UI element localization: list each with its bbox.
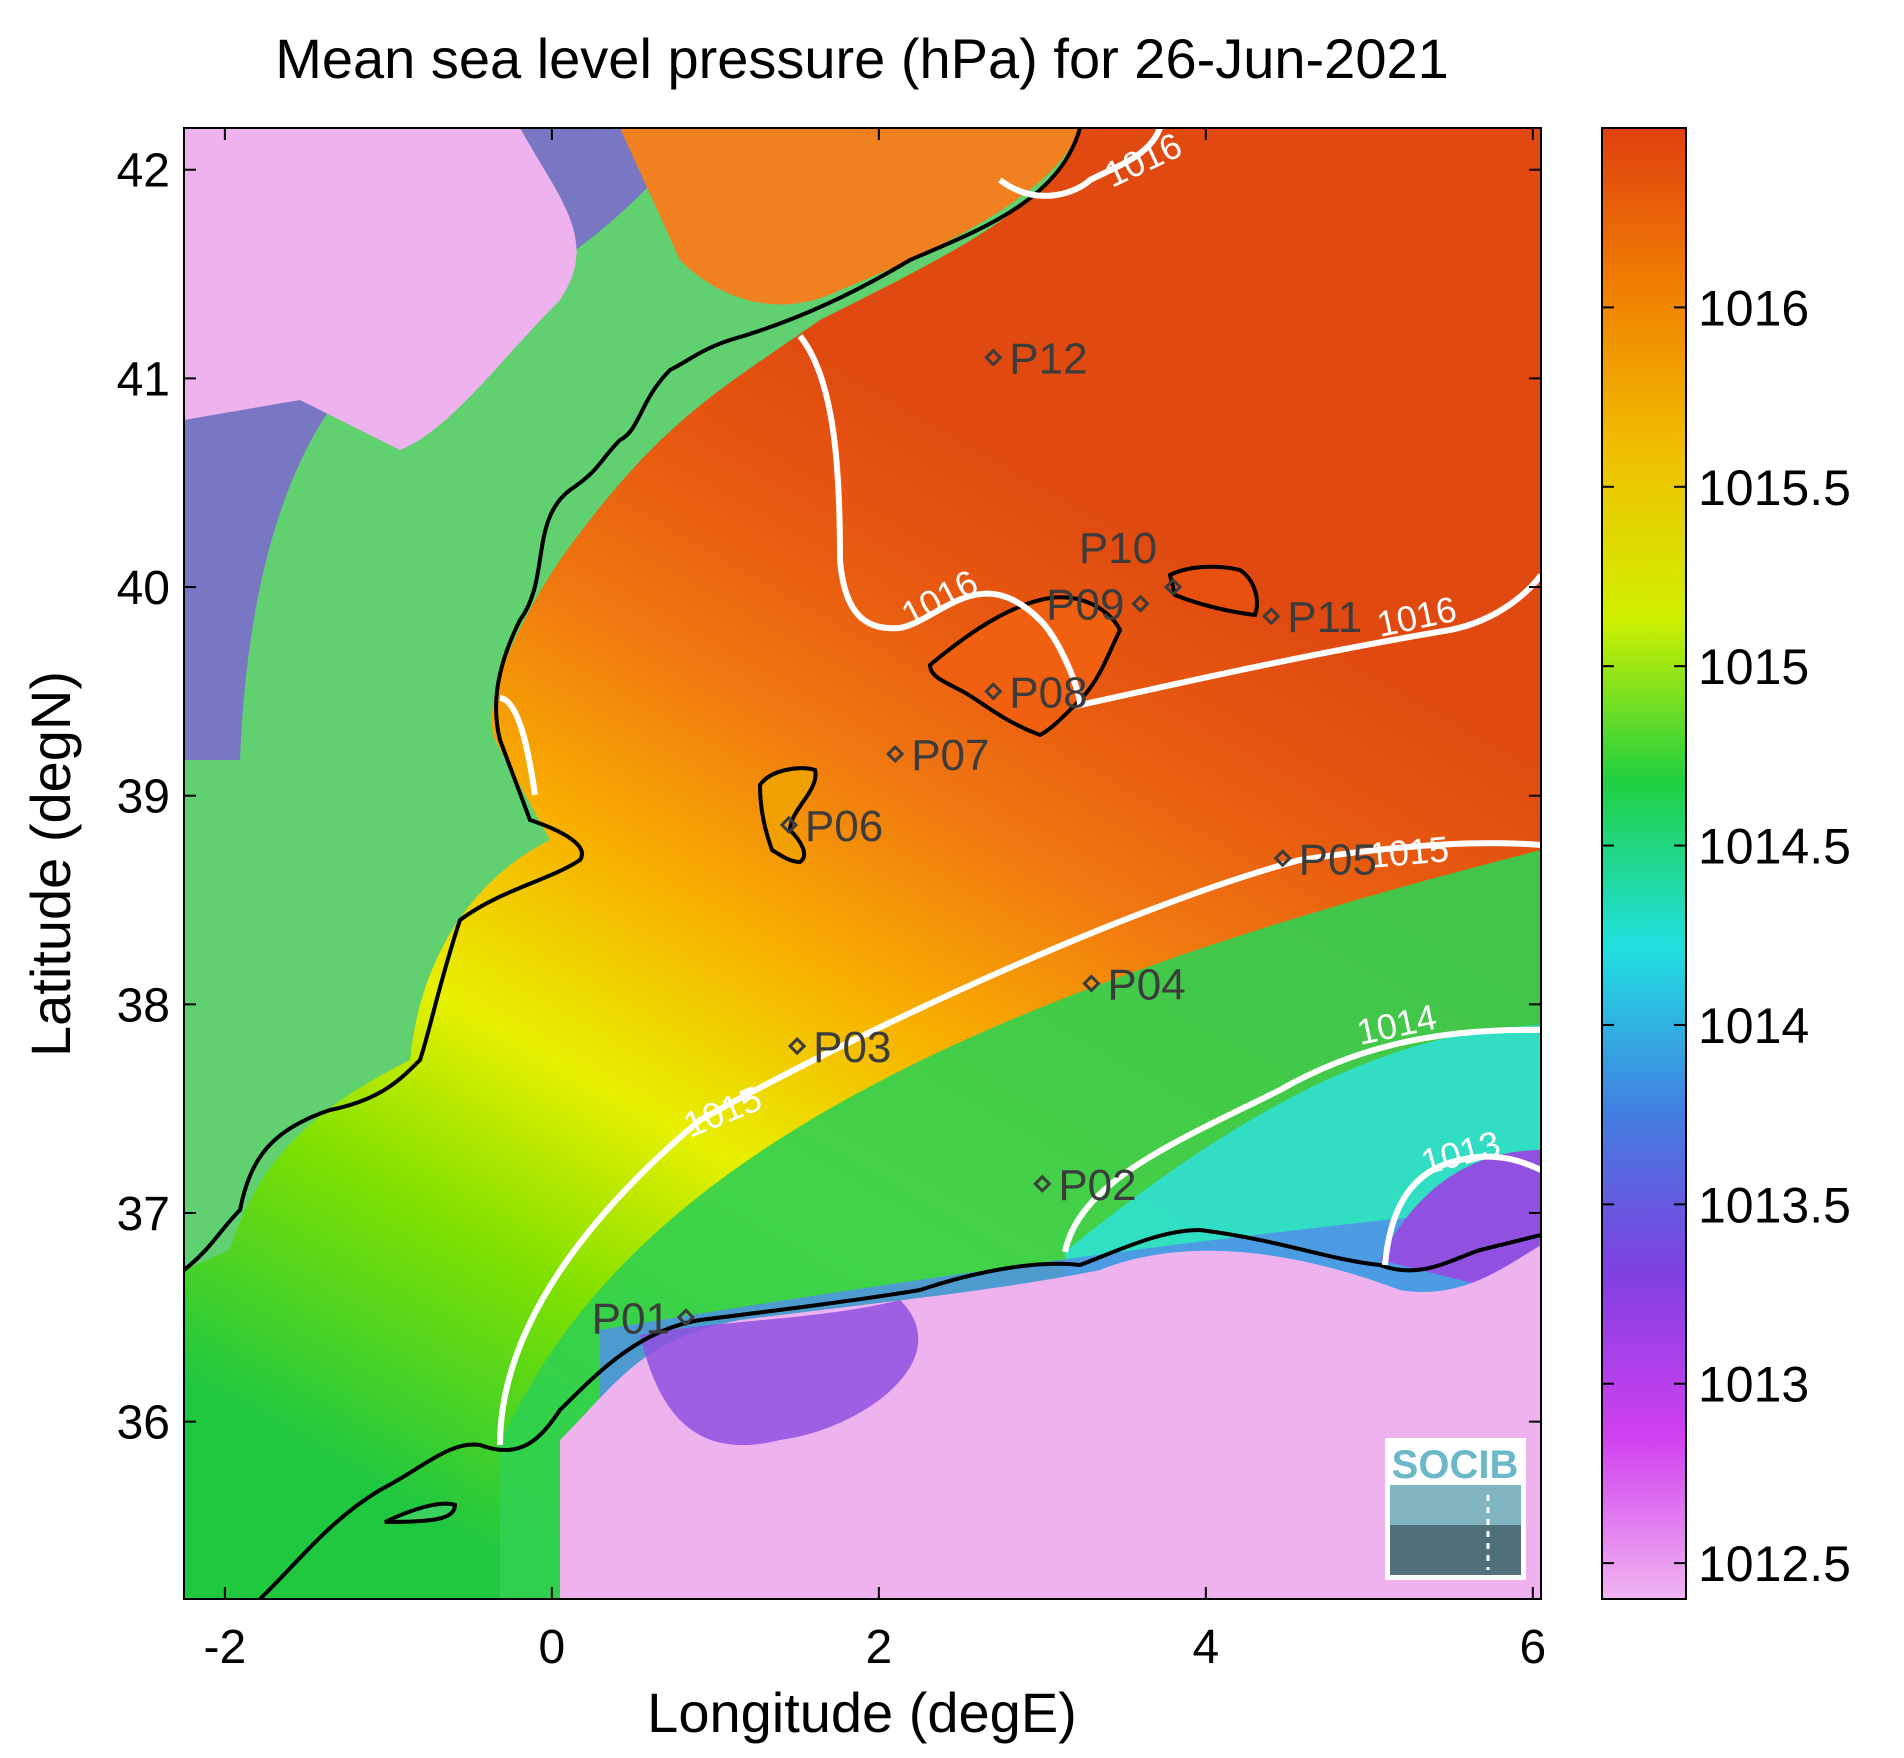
station-label: P03	[813, 1023, 891, 1072]
contour-1014	[1062, 1026, 1541, 1253]
island-ibiza	[757, 766, 818, 865]
station-marker	[1131, 594, 1150, 613]
y-tick-label: 37	[117, 1188, 170, 1241]
contour-1016-north	[998, 128, 1163, 199]
station-label: P04	[1107, 960, 1185, 1009]
colorbar-tick-label: 1014.5	[1698, 819, 1851, 875]
contour-1016-west	[499, 695, 538, 796]
map-title: Mean sea level pressure (hPa) for 26-Jun…	[275, 27, 1449, 90]
colorbar-ticks: 1016 1015.5 1015 1014.5 1014 1013.5 1013 1012.5	[1602, 280, 1851, 1592]
land-iberia-orange-ne	[620, 128, 1080, 305]
station-marker	[676, 1308, 696, 1327]
station-label: P01	[592, 1294, 670, 1343]
colorbar-tick-label: 1016	[1698, 280, 1809, 336]
map-area: 1016 1016 1016 1015 1015 1014 1013 P01P0…	[184, 128, 1541, 1599]
station-marker	[984, 348, 1003, 367]
station-marker	[787, 1036, 807, 1056]
y-tick-label: 38	[117, 979, 170, 1032]
station-marker	[984, 682, 1003, 701]
island-mallorca	[927, 595, 1123, 738]
coastline-north-africa	[258, 1227, 1541, 1599]
station-label: P09	[1046, 581, 1124, 630]
socib-logo: SOCIB	[1385, 1438, 1526, 1580]
land-north-africa-violet	[640, 1300, 919, 1446]
x-axis-label: Longitude (degE)	[647, 1681, 1077, 1744]
station-label: P10	[1079, 524, 1157, 573]
station-label: P06	[805, 802, 883, 851]
colorbar-tick-label: 1013.5	[1698, 1177, 1851, 1233]
y-tick-label: 41	[117, 353, 170, 406]
colorbar: 1016 1015.5 1015 1014.5 1014 1013.5 1013 1012.5	[1601, 127, 1851, 1600]
station-label: P08	[1009, 668, 1087, 717]
station-marker	[1033, 1174, 1052, 1193]
station-label: P05	[1299, 835, 1377, 884]
station-label: P07	[911, 731, 989, 780]
coastline-iberia	[184, 128, 1082, 1272]
field-band-violet	[1380, 1150, 1541, 1300]
y-tick-label: 40	[117, 562, 170, 615]
colorbar-tick-label: 1015	[1698, 639, 1809, 695]
contour-1016-main	[797, 334, 1541, 709]
y-tick-label: 42	[117, 145, 170, 198]
station-label: P12	[1009, 335, 1087, 384]
x-tick-label: -2	[204, 1621, 247, 1674]
station-marker	[886, 744, 905, 764]
station-label: P11	[1287, 593, 1362, 642]
station-marker	[1262, 607, 1281, 626]
colorbar-tick-label: 1012.5	[1698, 1536, 1851, 1592]
station-label: P02	[1058, 1161, 1136, 1210]
y-tick-label: 36	[117, 1397, 170, 1450]
x-tick-label: 2	[865, 1621, 892, 1674]
colorbar-tick-label: 1014	[1698, 998, 1809, 1054]
colorbar-fill	[1601, 127, 1687, 1600]
x-axis-ticks: -2 0 2 4 6	[204, 128, 1546, 1674]
x-tick-label: 0	[539, 1621, 566, 1674]
socib-logo-text: SOCIB	[1392, 1443, 1519, 1487]
island-alboran	[384, 1501, 458, 1524]
y-axis-ticks: 42 41 40 39 38 37 36	[117, 145, 1541, 1450]
colorbar-tick-label: 1015.5	[1698, 460, 1851, 516]
land-iberia-pink	[184, 128, 577, 450]
contour-1015	[497, 840, 1541, 1446]
y-tick-label: 39	[117, 771, 170, 824]
contour-label: 1015	[1367, 828, 1450, 876]
contour-lines	[497, 128, 1541, 1446]
map-frame	[183, 127, 1542, 1600]
station-marker	[1082, 974, 1101, 993]
station-markers: P01 P02 P03 P04 P05 P06 P07 P08 P09 P10 P11 P12	[592, 335, 1377, 1344]
x-tick-label: 6	[1519, 1621, 1546, 1674]
station-marker	[779, 815, 799, 835]
contour-1013	[1382, 1153, 1541, 1266]
colorbar-tick-label: 1013	[1698, 1357, 1809, 1413]
station-marker	[1273, 849, 1292, 868]
y-axis-label: Latitude (degN)	[19, 671, 82, 1057]
x-tick-label: 4	[1192, 1621, 1219, 1674]
island-menorca	[1167, 564, 1259, 618]
station-marker	[1164, 577, 1183, 597]
